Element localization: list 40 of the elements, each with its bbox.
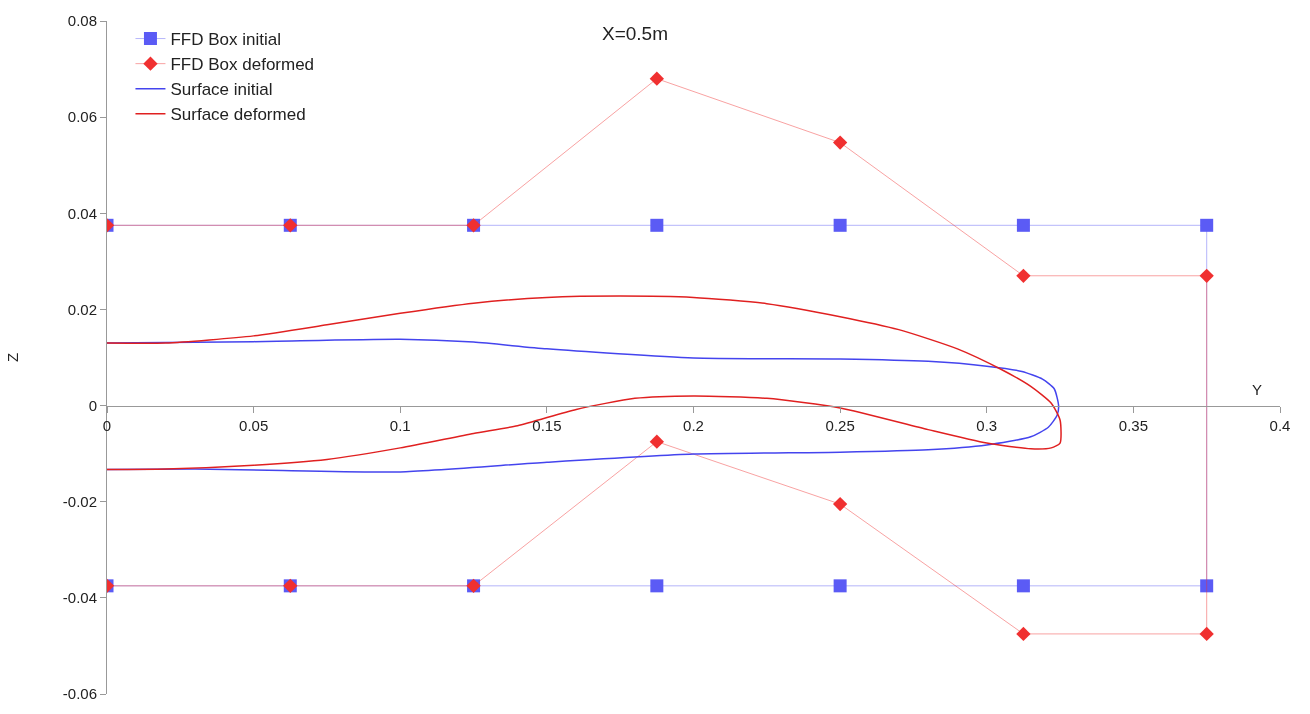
x-tick-label: 0.4 [1269,416,1291,434]
point [1199,626,1214,642]
point [833,218,847,232]
point [1200,579,1214,593]
y-tick-label: 0.02 [67,300,97,318]
point [650,579,664,593]
x-tick-label: 0.35 [1118,416,1148,434]
y-tick-label: 0.06 [67,108,97,126]
point [1016,626,1031,642]
legend-label: Surface initial [170,80,273,100]
y-axis-title: Z [4,352,22,363]
x-tick-label: 0.25 [825,416,855,434]
y-tick-label: -0.02 [62,492,97,510]
x-tick-label: 0.3 [976,416,998,434]
x-tick-label: 0 [102,416,112,434]
y-tick-label: 0.04 [67,204,97,222]
y-tick-label: -0.06 [62,685,97,703]
x-tick-label: 0.1 [389,416,411,434]
y-tick-label: 0.08 [67,12,97,30]
legend-label: FFD Box deformed [170,55,315,75]
point [1016,218,1030,232]
x-tick-label: 0.05 [239,416,269,434]
point [649,434,664,449]
y-tick-label: 0 [88,396,97,414]
point [1016,268,1031,283]
x-tick-label: 0.15 [532,416,562,434]
legend-label: Surface deformed [170,105,306,125]
chart-title: X=0.5m [602,23,669,44]
x-axis-title: Y [1252,381,1263,398]
point [1199,268,1214,283]
point [649,71,664,86]
legend-label: FFD Box initial [170,30,281,50]
point [832,496,848,512]
point [833,579,847,593]
y-tick-label: -0.04 [62,589,97,607]
x-tick-label: 0.2 [683,416,704,434]
point [832,135,848,150]
point [1016,579,1030,593]
point [650,218,664,232]
point [1200,218,1214,232]
